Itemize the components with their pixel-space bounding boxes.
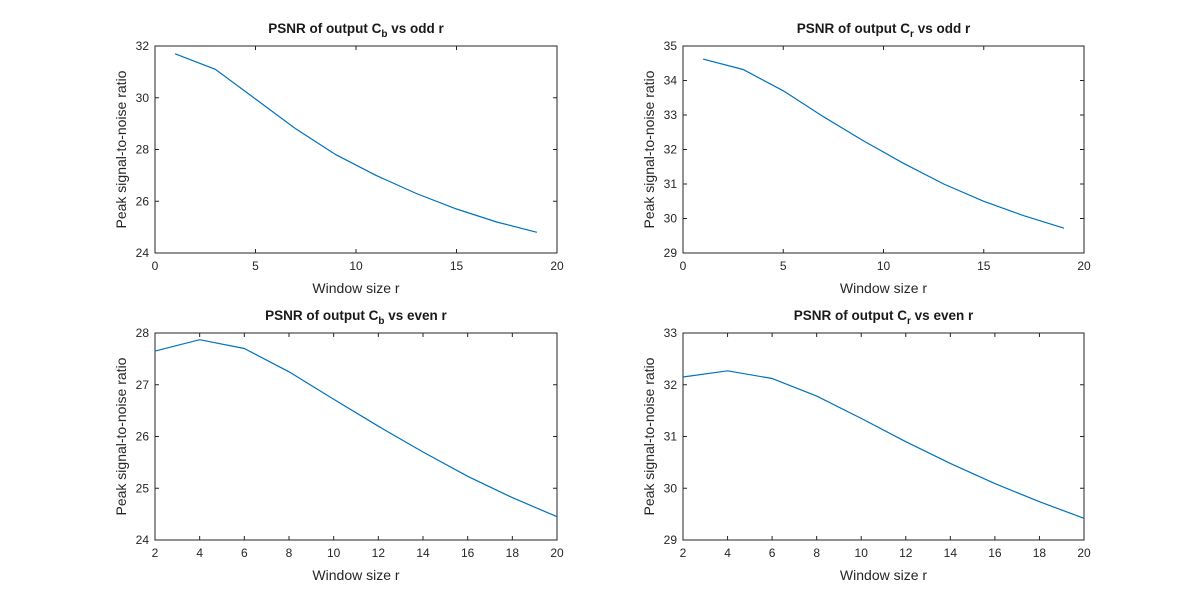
- chart-title-main: PSNR of output C: [797, 21, 910, 36]
- y-tick-label: 31: [664, 430, 678, 444]
- y-tick-label: 32: [664, 143, 678, 157]
- y-tick-label: 24: [136, 246, 150, 260]
- y-axis-label: Peak signal-to-noise ratio: [641, 70, 657, 228]
- x-tick-label: 4: [196, 546, 203, 560]
- y-tick-label: 32: [664, 378, 678, 392]
- x-tick-label: 10: [349, 259, 363, 273]
- chart-title-tail: vs even r: [385, 308, 448, 323]
- chart-title-subscript: r: [910, 29, 914, 40]
- chart-title-subscript: b: [381, 29, 387, 40]
- x-tick-label: 15: [450, 259, 464, 273]
- y-tick-label: 33: [664, 108, 678, 122]
- chart-panel-cr-odd: 0 5 10 15 20 29 30 31 32 33 34 35 PSNR of output Cr …: [641, 21, 1091, 296]
- y-tick-label: 28: [136, 326, 150, 340]
- y-tick-label: 35: [664, 39, 678, 53]
- series-line: [682, 370, 1085, 519]
- x-tick-label: 10: [877, 259, 891, 273]
- y-axis-label: Peak signal-to-noise ratio: [641, 357, 657, 515]
- x-tick-label: 5: [780, 259, 787, 273]
- chart-title-tail: vs odd r: [388, 21, 445, 36]
- y-tick-label: 24: [136, 533, 150, 547]
- series-line: [154, 339, 558, 518]
- chart-panel-cr-even: 2 4 6 8 10 12 14 16 18 20 29 30 31 32 33 PSNR of output…: [641, 308, 1091, 583]
- axes-box: [154, 332, 558, 541]
- x-tick-label: 18: [1033, 546, 1047, 560]
- x-axis-label: Window size r: [840, 567, 927, 583]
- x-tick-label: 14: [944, 546, 958, 560]
- chart-title: PSNR of output Cb vs odd r: [268, 21, 444, 40]
- y-axis-label: Peak signal-to-noise ratio: [113, 70, 129, 228]
- x-tick-label: 16: [988, 546, 1002, 560]
- chart-title-tail: vs odd r: [914, 21, 971, 36]
- y-tick-label: 30: [664, 212, 678, 226]
- y-tick-label: 27: [136, 378, 150, 392]
- chart-title-main: PSNR of output C: [265, 308, 378, 323]
- y-tick-label: 26: [136, 430, 150, 444]
- y-tick-label: 29: [664, 533, 678, 547]
- x-tick-label: 8: [286, 546, 293, 560]
- x-tick-label: 10: [327, 546, 341, 560]
- axes-box: [682, 332, 1085, 541]
- chart-title: PSNR of output Cr vs odd r: [797, 21, 971, 40]
- x-tick-label: 20: [550, 259, 564, 273]
- y-tick-label: 32: [136, 39, 150, 53]
- y-axis-label: Peak signal-to-noise ratio: [113, 357, 129, 515]
- y-tick-label: 30: [136, 91, 150, 105]
- x-tick-label: 0: [680, 259, 687, 273]
- chart-title-tail: vs even r: [911, 308, 974, 323]
- x-tick-label: 18: [506, 546, 520, 560]
- x-tick-label: 10: [855, 546, 869, 560]
- x-axis-label: Window size r: [840, 280, 927, 296]
- series-line: [702, 58, 1065, 229]
- x-tick-label: 6: [241, 546, 248, 560]
- y-tick-label: 30: [664, 481, 678, 495]
- y-tick-label: 34: [664, 74, 678, 88]
- x-axis-label: Window size r: [312, 567, 399, 583]
- x-tick-label: 20: [1077, 259, 1091, 273]
- y-tick-label: 31: [664, 177, 678, 191]
- chart-title: PSNR of output Cb vs even r: [265, 308, 447, 327]
- x-tick-label: 12: [372, 546, 386, 560]
- x-tick-label: 0: [152, 259, 159, 273]
- x-tick-label: 5: [252, 259, 259, 273]
- chart-title-main: PSNR of output C: [268, 21, 381, 36]
- x-tick-label: 12: [899, 546, 913, 560]
- chart-panel-cb-odd: 0 5 10 15 20 24 26 28 30 32 PSNR of output Cb vs o…: [113, 21, 564, 296]
- x-tick-label: 16: [461, 546, 475, 560]
- x-tick-label: 8: [813, 546, 820, 560]
- y-tick-label: 28: [136, 143, 150, 157]
- x-tick-label: 6: [769, 546, 776, 560]
- x-tick-label: 4: [724, 546, 731, 560]
- x-axis-label: Window size r: [312, 280, 399, 296]
- x-tick-label: 2: [680, 546, 687, 560]
- chart-title: PSNR of output Cr vs even r: [794, 308, 974, 327]
- y-tick-label: 26: [136, 194, 150, 208]
- x-tick-label: 20: [550, 546, 564, 560]
- axes-box: [682, 45, 1085, 254]
- chart-title-main: PSNR of output C: [794, 308, 907, 323]
- y-tick-label: 33: [664, 326, 678, 340]
- series-line: [174, 53, 538, 233]
- chart-title-subscript: b: [378, 316, 384, 327]
- chart-title-subscript: r: [907, 316, 911, 327]
- x-tick-label: 15: [977, 259, 991, 273]
- y-tick-label: 29: [664, 246, 678, 260]
- x-tick-label: 2: [152, 546, 159, 560]
- x-tick-label: 20: [1077, 546, 1091, 560]
- y-tick-label: 25: [136, 481, 150, 495]
- x-tick-label: 14: [416, 546, 430, 560]
